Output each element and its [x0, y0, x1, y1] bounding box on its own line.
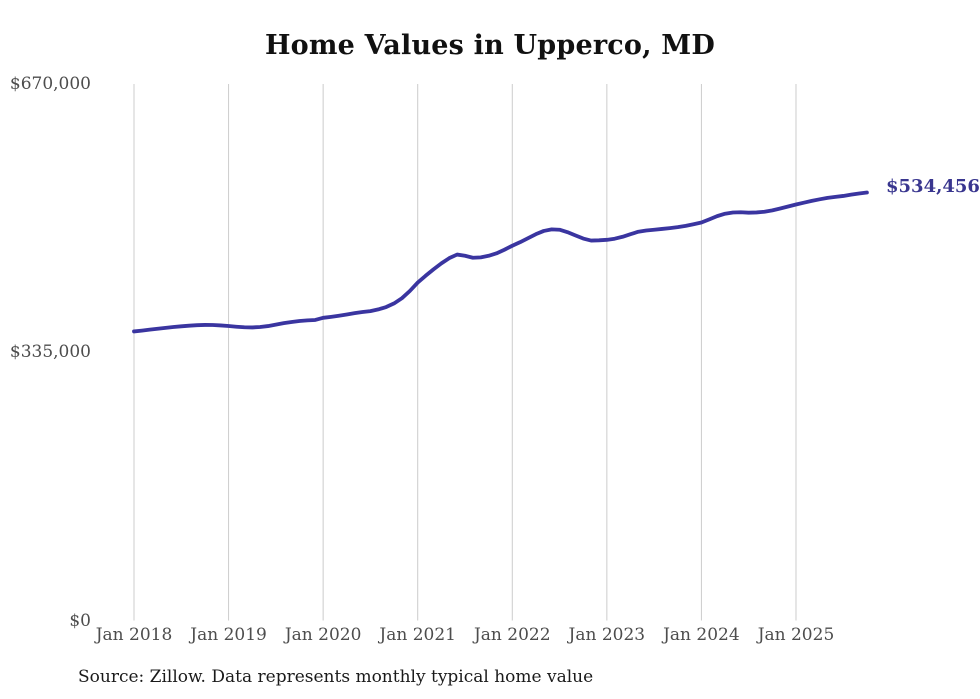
chart-title: Home Values in Upperco, MD	[264, 30, 716, 61]
x-axis-tick-label: Jan 2021	[379, 625, 456, 645]
y-axis-tick-label: $670,000	[9, 74, 91, 94]
x-axis-tick-label: Jan 2022	[473, 625, 551, 645]
y-axis-tick-label: $0	[69, 610, 91, 631]
x-axis-tick-label: Jan 2024	[663, 625, 740, 645]
x-axis-tick-label: Jan 2020	[284, 625, 362, 645]
home-value-line	[132, 190, 869, 334]
source-note: Source: Zillow. Data represents monthly …	[78, 667, 594, 687]
x-axis-tick-label: Jan 2025	[757, 625, 835, 645]
x-axis-tick-label: Jan 2023	[568, 625, 646, 645]
y-axis-tick-label: $335,000	[9, 342, 91, 363]
latest-value-label: $534,456	[886, 176, 980, 197]
x-axis-tick-label: Jan 2019	[190, 625, 267, 645]
x-axis-tick-label: Jan 2018	[95, 625, 173, 645]
